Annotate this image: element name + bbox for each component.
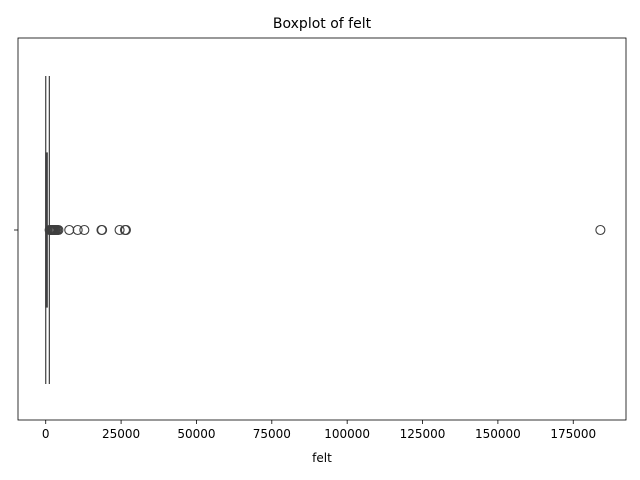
outlier-point <box>53 224 64 236</box>
plot-frame <box>17 37 627 421</box>
x-tick-label: 50000 <box>177 427 215 441</box>
x-tick-label: 100000 <box>324 427 370 441</box>
chart-title: Boxplot of felt <box>273 16 372 32</box>
x-tick-label: 150000 <box>475 427 521 441</box>
outlier-point <box>97 224 108 236</box>
outlier-point <box>79 224 90 236</box>
outlier-point <box>64 224 75 236</box>
x-tick-label: 75000 <box>253 427 291 441</box>
outlier-point <box>114 224 125 236</box>
x-tick-label: 25000 <box>102 427 140 441</box>
x-tick-label: 175000 <box>550 427 596 441</box>
plot-marks <box>44 76 606 384</box>
outlier-point <box>120 224 131 236</box>
x-axis: 0 25000 50000 75000 100000 125000 150000 175000 <box>42 420 596 441</box>
outlier-point <box>72 224 83 236</box>
x-tick-label: 125000 <box>400 427 446 441</box>
x-tick-label: 0 <box>42 427 50 441</box>
x-axis-label: felt <box>312 451 332 465</box>
outlier-point <box>595 224 606 236</box>
